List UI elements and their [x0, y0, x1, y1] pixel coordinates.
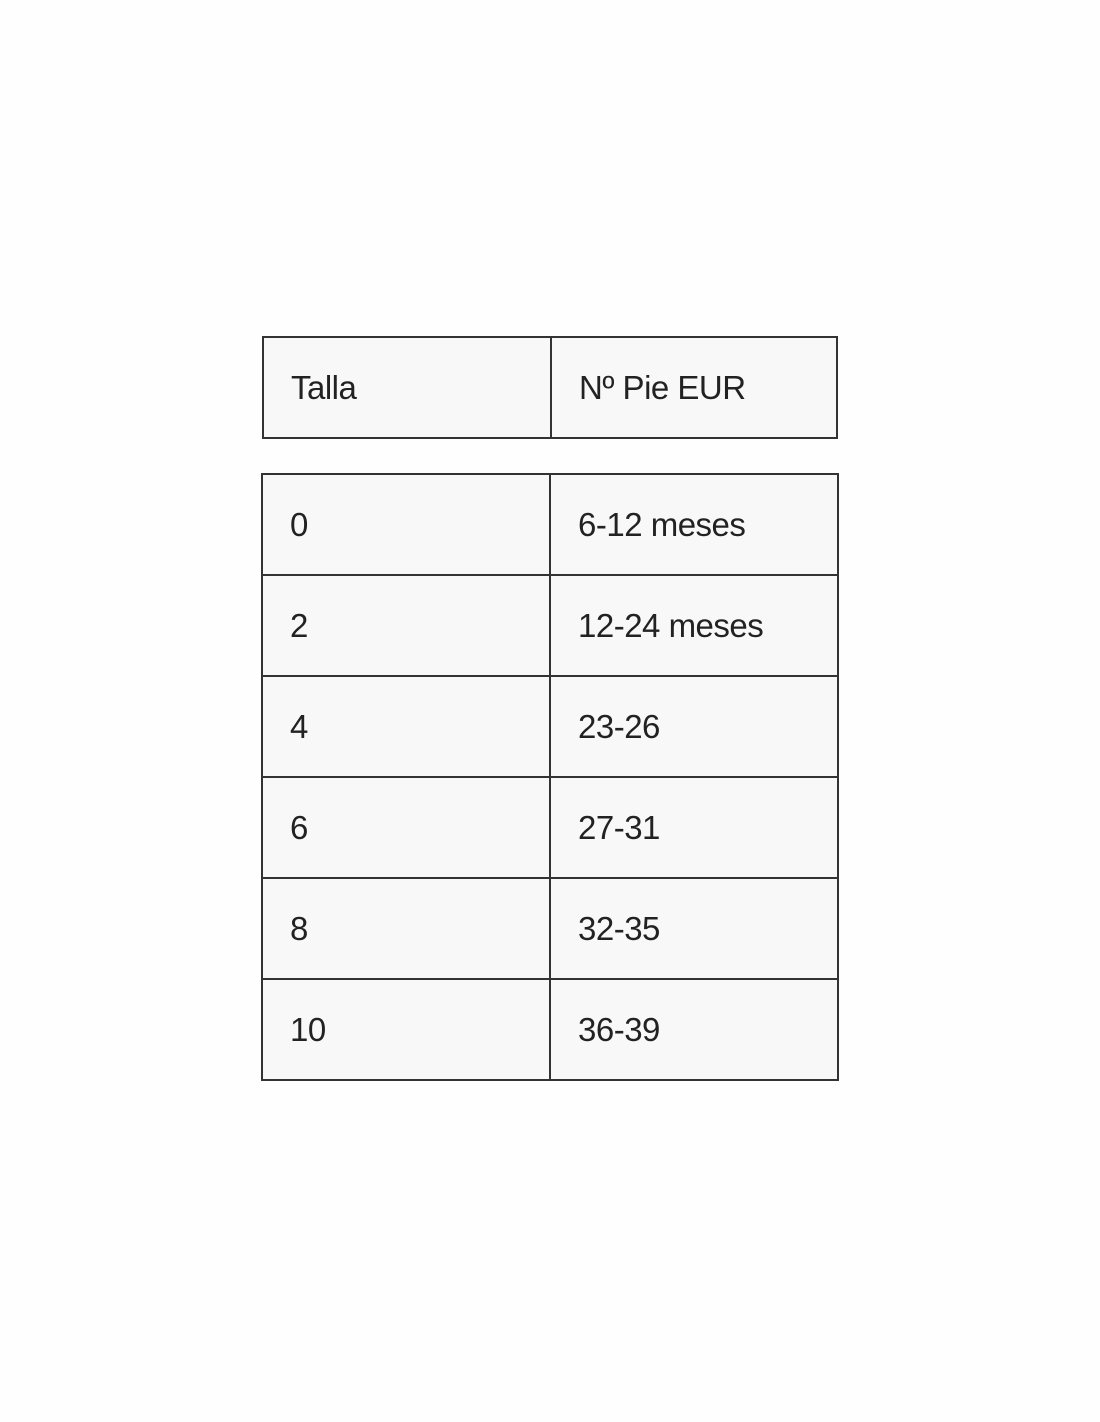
talla-cell: 6 — [261, 776, 551, 879]
header-cell-talla: Talla — [262, 336, 552, 439]
talla-cell: 10 — [261, 978, 551, 1081]
table-row: 10 36-39 — [261, 978, 839, 1081]
talla-cell: 8 — [261, 877, 551, 980]
pie-eur-cell: 36-39 — [549, 978, 839, 1081]
header-cell-pie-eur: Nº Pie EUR — [550, 336, 838, 439]
pie-eur-cell: 23-26 — [549, 675, 839, 778]
size-table-body: 0 6-12 meses 2 12-24 meses 4 23-26 6 27-31 8 32-3… — [261, 473, 839, 1081]
table-row: 4 23-26 — [261, 675, 839, 778]
pie-eur-cell: 6-12 meses — [549, 473, 839, 576]
pie-eur-cell: 32-35 — [549, 877, 839, 980]
header-row: Talla Nº Pie EUR — [262, 336, 838, 439]
pie-eur-cell: 27-31 — [549, 776, 839, 879]
pie-eur-cell: 12-24 meses — [549, 574, 839, 677]
table-row: 8 32-35 — [261, 877, 839, 980]
size-table-header: Talla Nº Pie EUR — [262, 336, 838, 439]
table-row: 0 6-12 meses — [261, 473, 839, 576]
talla-cell: 4 — [261, 675, 551, 778]
table-row: 6 27-31 — [261, 776, 839, 879]
table-row: 2 12-24 meses — [261, 574, 839, 677]
talla-cell: 0 — [261, 473, 551, 576]
talla-cell: 2 — [261, 574, 551, 677]
